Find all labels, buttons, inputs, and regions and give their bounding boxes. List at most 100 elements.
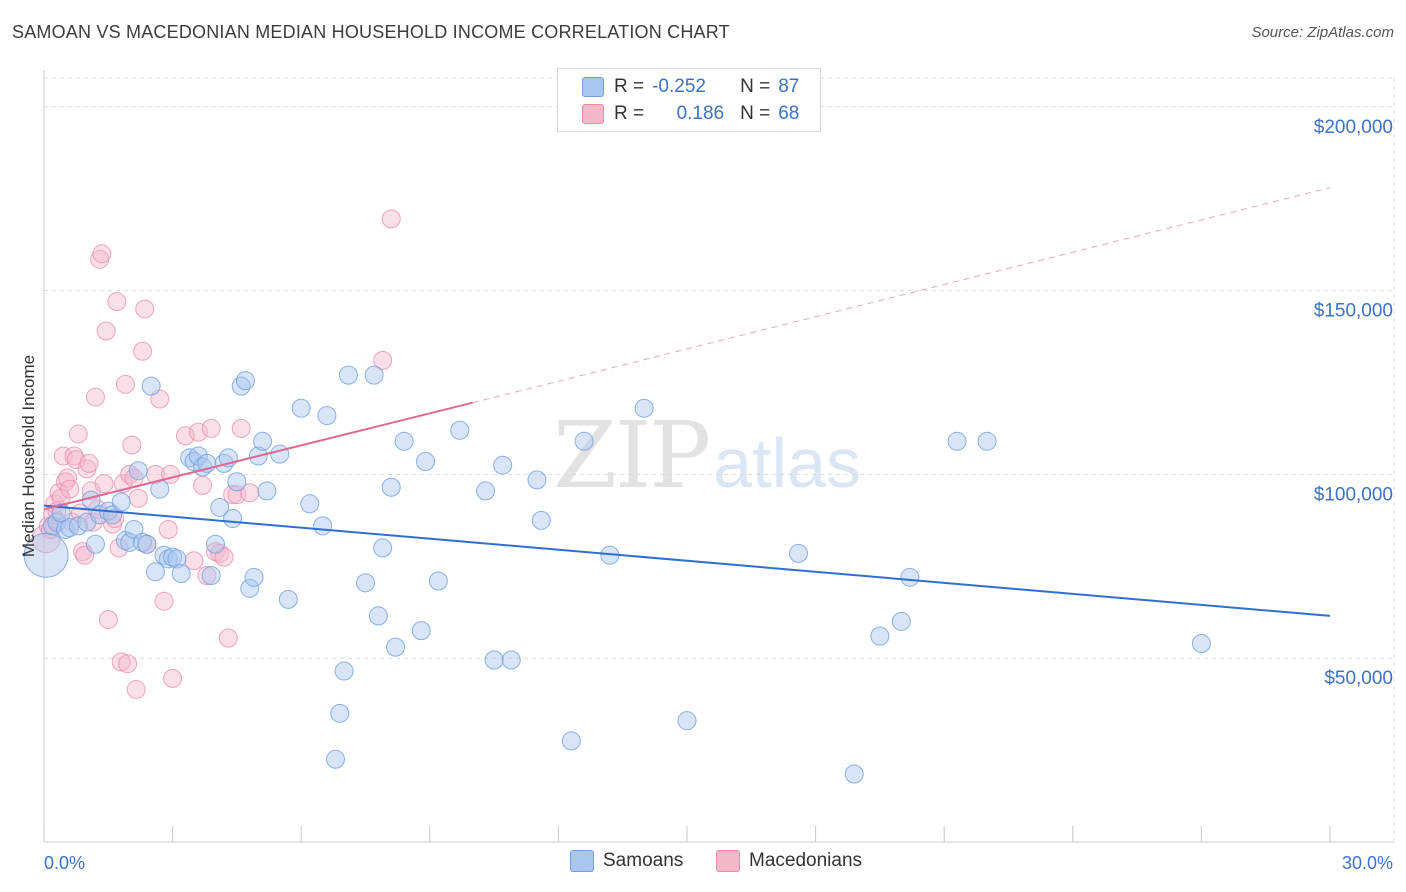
legend-r-value: 0.186 bbox=[676, 103, 725, 124]
trend-lines bbox=[43, 187, 1331, 617]
legend-row-samoans: R = -0.252 N = 87 bbox=[582, 75, 799, 99]
samoan-point bbox=[844, 764, 864, 784]
y-axis-title: Median Household Income bbox=[19, 355, 38, 557]
samoan-point bbox=[330, 703, 350, 723]
samoan-point bbox=[167, 549, 187, 569]
macedonians-trend-extension bbox=[472, 187, 1331, 404]
samoan-point bbox=[356, 573, 375, 593]
axis-labels: $50,000 $100,000 $150,000 $200,000 0.0% 30.0%… bbox=[19, 117, 1393, 873]
samoan-point bbox=[634, 398, 654, 418]
axes bbox=[43, 70, 1394, 843]
samoan-point bbox=[325, 749, 345, 769]
macedonian-point bbox=[60, 479, 80, 499]
samoan-point bbox=[317, 406, 337, 426]
samoan-point bbox=[527, 470, 547, 490]
samoan-point bbox=[450, 420, 470, 440]
macedonian-point bbox=[128, 488, 148, 508]
samoan-point bbox=[891, 611, 911, 631]
macedonian-point bbox=[163, 668, 183, 688]
samoan-point bbox=[338, 365, 358, 385]
samoan-point bbox=[373, 538, 393, 558]
source-credit: Source: ZipAtlas.com bbox=[1251, 24, 1394, 41]
samoan-point bbox=[493, 455, 513, 475]
samoan-point bbox=[235, 371, 255, 391]
macedonians-label: Macedonians bbox=[749, 850, 863, 871]
samoan-point bbox=[111, 492, 131, 512]
samoan-point bbox=[278, 589, 298, 609]
samoan-point bbox=[476, 481, 496, 501]
samoan-point bbox=[223, 508, 243, 528]
macedonian-point bbox=[158, 520, 178, 540]
samoan-point bbox=[313, 516, 333, 536]
samoan-point bbox=[677, 711, 697, 731]
macedonian-point bbox=[175, 426, 195, 446]
samoan-point bbox=[1191, 633, 1211, 653]
legend-r-label: R = bbox=[614, 76, 645, 97]
samoan-point bbox=[244, 567, 264, 587]
samoan-point bbox=[368, 606, 388, 626]
macedonian-point bbox=[218, 628, 238, 648]
samoan-point bbox=[145, 562, 165, 582]
samoan-point bbox=[394, 431, 414, 451]
legend-swatch-blue bbox=[582, 77, 604, 97]
samoan-point bbox=[257, 481, 277, 501]
macedonian-point bbox=[188, 422, 208, 442]
macedonian-point bbox=[40, 520, 60, 540]
macedonian-point bbox=[184, 551, 204, 571]
macedonian-point bbox=[94, 474, 114, 494]
samoans-points bbox=[23, 365, 1211, 784]
macedonian-point bbox=[126, 679, 146, 699]
grid-lines bbox=[44, 77, 1395, 842]
legend-n-value: 68 bbox=[778, 103, 800, 124]
samoan-point bbox=[501, 650, 521, 670]
legend-n-label: N = bbox=[740, 103, 771, 124]
macedonian-point bbox=[133, 341, 153, 361]
macedonian-point bbox=[53, 446, 73, 466]
samoan-point bbox=[428, 571, 448, 591]
samoan-point bbox=[227, 472, 247, 492]
x-tick-label: 0.0% bbox=[44, 853, 85, 873]
samoan-point bbox=[85, 534, 105, 554]
samoan-point bbox=[947, 431, 967, 451]
macedonian-point bbox=[122, 435, 142, 455]
macedonian-point bbox=[135, 299, 155, 319]
macedonian-point bbox=[68, 424, 88, 444]
macedonian-point bbox=[98, 610, 118, 630]
samoan-point bbox=[137, 534, 157, 554]
macedonian-point bbox=[240, 483, 260, 503]
samoan-point bbox=[386, 637, 406, 657]
macedonian-point bbox=[201, 418, 221, 438]
macedonian-point bbox=[109, 538, 129, 558]
macedonian-point bbox=[115, 374, 135, 394]
y-tick-label: $200,000 bbox=[1314, 117, 1393, 138]
legend-r-value: -0.252 bbox=[652, 76, 706, 97]
samoan-point bbox=[416, 452, 436, 472]
macedonian-point bbox=[85, 387, 105, 407]
samoan-point bbox=[201, 565, 221, 585]
samoan-point bbox=[210, 497, 230, 517]
samoan-point bbox=[381, 477, 401, 497]
y-tick-label: $100,000 bbox=[1314, 484, 1393, 505]
legend-r-label: R = bbox=[614, 103, 645, 124]
samoan-point bbox=[205, 534, 225, 554]
series-legend-samoans[interactable]: Samoans bbox=[570, 850, 683, 872]
samoan-point bbox=[977, 431, 997, 451]
macedonian-point bbox=[223, 485, 243, 505]
samoan-point bbox=[23, 532, 69, 578]
samoan-point bbox=[334, 661, 354, 681]
macedonian-point bbox=[231, 418, 251, 438]
series-legend-macedonians[interactable]: Macedonians bbox=[716, 850, 862, 872]
samoan-point bbox=[128, 461, 148, 481]
correlation-legend: R = -0.252 N = 87 R = 0.186 N = 68 bbox=[557, 68, 821, 132]
macedonian-point bbox=[154, 591, 174, 611]
macedonians-points bbox=[31, 209, 401, 699]
samoan-point bbox=[270, 444, 290, 464]
macedonians-swatch bbox=[716, 850, 740, 872]
chart-title: SAMOAN VS MACEDONIAN MEDIAN HOUSEHOLD IN… bbox=[12, 22, 730, 42]
legend-n-label: N = bbox=[740, 76, 771, 97]
samoan-point bbox=[788, 543, 808, 563]
samoans-trend-line bbox=[43, 504, 1331, 617]
series-legend: Samoans Macedonians bbox=[0, 850, 1406, 878]
legend-n-value: 87 bbox=[778, 76, 800, 97]
